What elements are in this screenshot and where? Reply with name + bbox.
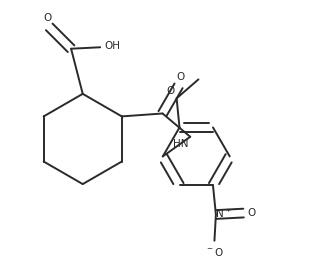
Text: N: N [216, 209, 224, 219]
Text: O: O [176, 72, 184, 82]
Text: OH: OH [104, 41, 121, 51]
Text: O: O [248, 208, 256, 218]
Text: O: O [44, 13, 52, 23]
Text: HN: HN [173, 139, 189, 149]
Text: $^+$: $^+$ [224, 208, 232, 217]
Text: O: O [166, 86, 174, 96]
Text: $^-$O: $^-$O [205, 246, 224, 258]
